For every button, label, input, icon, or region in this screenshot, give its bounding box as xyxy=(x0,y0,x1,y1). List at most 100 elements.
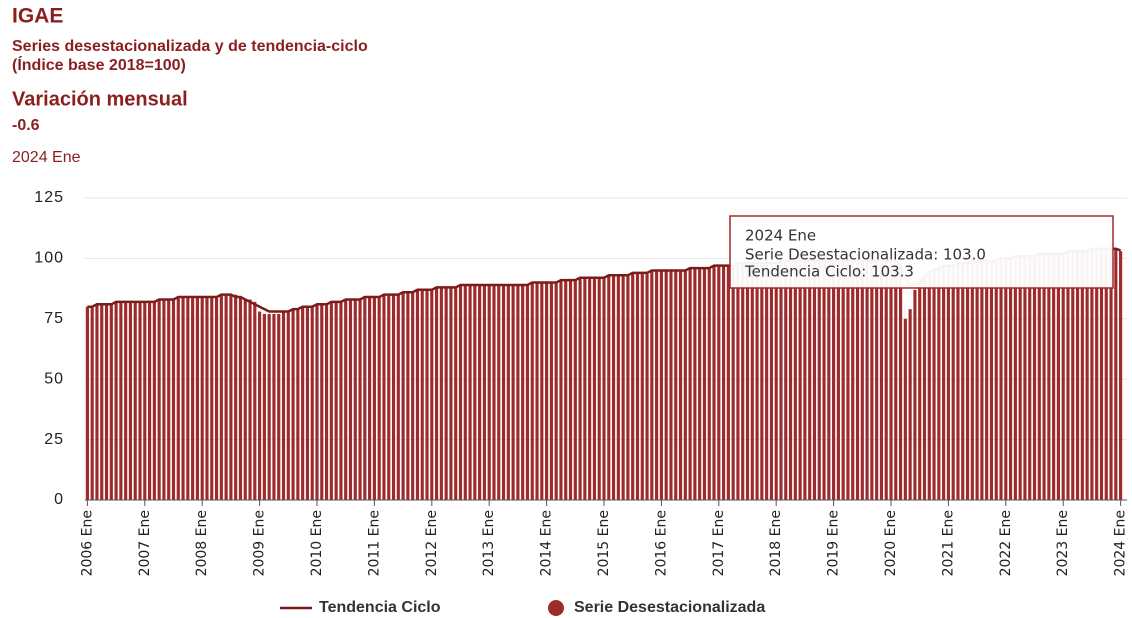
bar xyxy=(1052,253,1056,500)
bar xyxy=(124,301,128,500)
bar xyxy=(530,282,534,500)
bar xyxy=(879,260,884,500)
bar xyxy=(669,270,673,500)
bar xyxy=(497,284,501,500)
bar xyxy=(602,277,606,500)
y-tick-label: 100 xyxy=(34,250,64,267)
x-tick-label: 2014 Ene xyxy=(539,510,555,576)
bar xyxy=(444,287,448,500)
subtitle: (Índice base 2018=100) xyxy=(12,55,186,74)
y-tick-label: 125 xyxy=(34,189,64,206)
bar xyxy=(272,313,276,500)
bar xyxy=(358,299,362,500)
bar xyxy=(167,299,171,500)
bar xyxy=(90,306,94,500)
bar xyxy=(1095,248,1099,500)
bar xyxy=(463,284,467,500)
bar xyxy=(1080,251,1084,500)
bar xyxy=(1061,253,1065,500)
y-tick-label: 0 xyxy=(54,491,64,508)
bar xyxy=(975,260,979,500)
bar xyxy=(717,265,721,500)
bar xyxy=(678,270,683,500)
bar xyxy=(501,284,506,500)
bar xyxy=(946,265,950,500)
bar xyxy=(458,284,463,500)
x-tick-label: 2022 Ene xyxy=(998,510,1014,576)
bar xyxy=(908,309,912,500)
bar xyxy=(109,304,113,500)
bar xyxy=(688,268,692,500)
bar xyxy=(286,311,290,500)
bar xyxy=(344,299,348,500)
x-tick-label: 2013 Ene xyxy=(481,510,497,576)
bar xyxy=(559,280,563,500)
bar xyxy=(214,297,219,500)
bar xyxy=(611,275,616,500)
bar xyxy=(951,265,955,500)
bar xyxy=(836,260,840,500)
bar xyxy=(406,292,410,500)
bar xyxy=(1114,248,1118,500)
bar xyxy=(119,301,123,500)
bar xyxy=(564,280,568,500)
bar xyxy=(324,304,329,500)
bar xyxy=(258,311,262,500)
x-tick-label: 2016 Ene xyxy=(653,510,669,576)
bar xyxy=(707,268,711,500)
bar xyxy=(329,301,333,500)
bar xyxy=(779,260,783,500)
bar xyxy=(870,260,874,500)
bar xyxy=(1066,251,1070,500)
x-tick-label: 2023 Ene xyxy=(1055,510,1071,576)
bar xyxy=(865,260,869,500)
bar xyxy=(1056,253,1061,500)
bar xyxy=(506,284,510,500)
bar xyxy=(243,299,247,500)
bar xyxy=(449,287,453,500)
bar xyxy=(980,260,984,500)
bar xyxy=(607,275,611,500)
bar xyxy=(368,297,372,500)
bar xyxy=(875,260,879,500)
bar xyxy=(894,260,898,500)
bar xyxy=(999,258,1003,500)
bar xyxy=(913,289,917,500)
bar xyxy=(621,275,625,500)
bar xyxy=(731,265,735,500)
bar xyxy=(334,301,338,500)
bar xyxy=(788,260,793,500)
tooltip-title: 2024 Ene xyxy=(745,227,816,245)
bar xyxy=(1085,251,1089,500)
bar xyxy=(210,297,214,500)
x-tick-label: 2009 Ene xyxy=(252,510,268,576)
legend-label: Serie Desestacionalizada xyxy=(574,599,765,616)
bar xyxy=(200,297,204,500)
bar xyxy=(808,260,812,500)
bar xyxy=(152,301,156,500)
bar xyxy=(353,299,357,500)
bar xyxy=(234,294,238,500)
bar xyxy=(841,260,845,500)
bar xyxy=(592,277,597,500)
bar xyxy=(1090,248,1094,500)
bar xyxy=(157,299,161,500)
bar xyxy=(855,260,860,500)
bar xyxy=(961,263,965,500)
bar xyxy=(822,260,826,500)
x-tick-label: 2019 Ene xyxy=(826,510,842,576)
bar xyxy=(305,306,310,500)
bar xyxy=(320,304,324,500)
bar xyxy=(1004,258,1008,500)
bar xyxy=(965,263,970,500)
bar xyxy=(181,297,185,500)
bar xyxy=(1032,255,1037,500)
bar xyxy=(750,263,754,500)
bar xyxy=(521,284,525,500)
bar xyxy=(277,313,281,500)
bar xyxy=(765,263,769,500)
bar xyxy=(439,287,443,500)
bar xyxy=(645,272,649,500)
bar xyxy=(588,277,592,500)
bar xyxy=(435,287,439,500)
